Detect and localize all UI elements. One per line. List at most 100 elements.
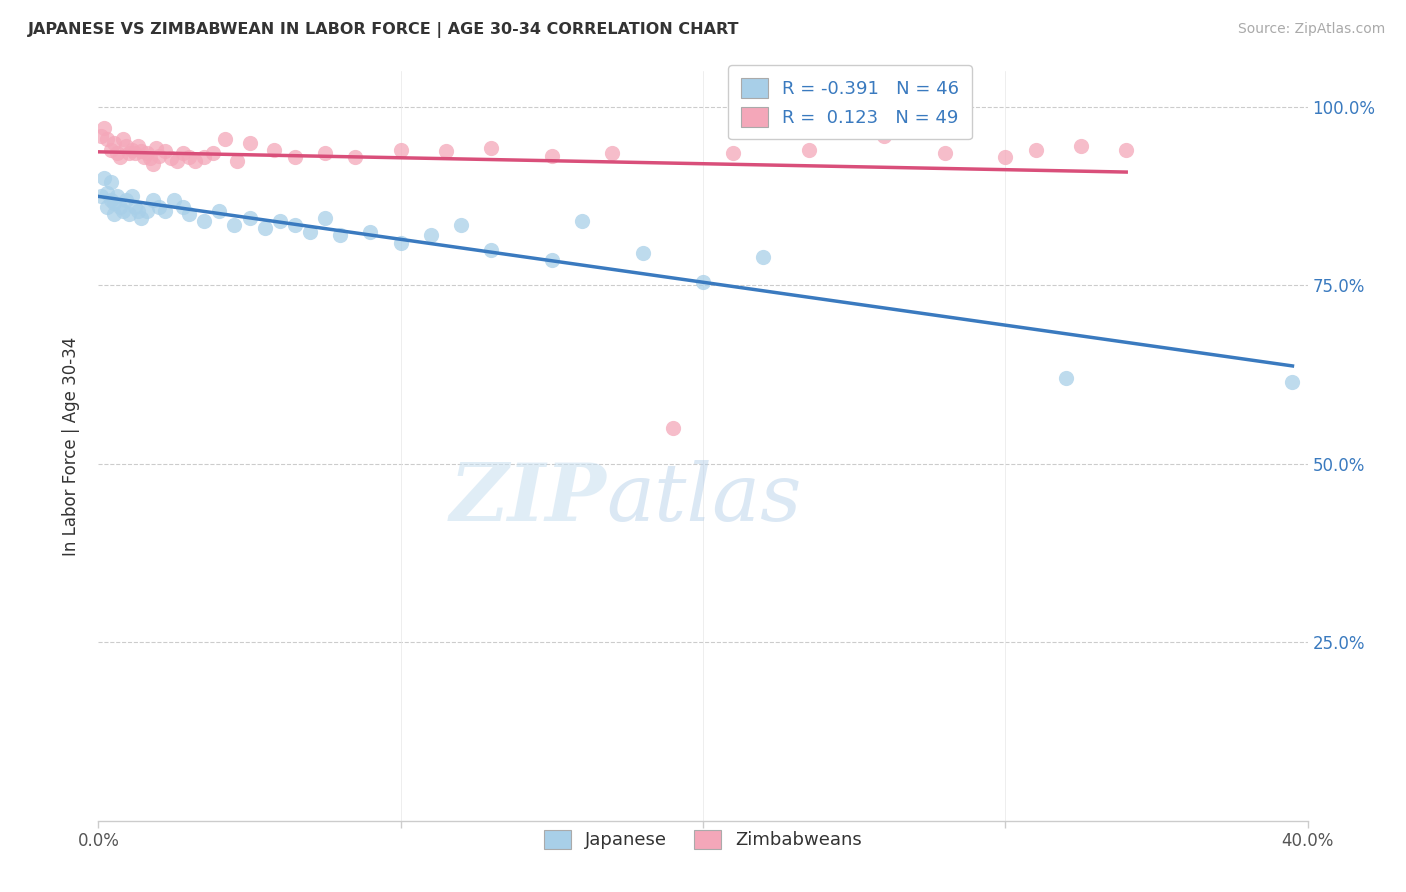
Point (129, 211, 152, 225)
Point (96, 186, 118, 200)
Point (96, 200, 118, 214)
Point (172, 200, 194, 214)
Point (100, 193, 122, 207)
Point (114, 139, 136, 153)
Point (239, 211, 262, 225)
Point (360, 225, 382, 239)
Point (160, 152, 183, 166)
Point (108, 200, 131, 214)
Point (121, 143, 143, 157)
Point (284, 218, 307, 232)
Point (139, 152, 162, 166)
Text: atlas: atlas (606, 459, 801, 537)
Point (481, 243, 503, 257)
Point (90, 128, 112, 143)
Point (129, 145, 152, 159)
Point (389, 143, 412, 157)
Point (103, 136, 125, 150)
Point (389, 235, 412, 250)
Point (114, 193, 136, 207)
Point (797, 143, 820, 157)
Point (540, 253, 562, 268)
Point (142, 193, 165, 207)
Point (224, 218, 246, 232)
Point (145, 141, 167, 155)
Point (692, 275, 714, 289)
Text: ZIP: ZIP (450, 459, 606, 537)
Point (93, 171, 115, 186)
Point (163, 193, 186, 207)
Point (103, 207, 125, 221)
Text: Source: ZipAtlas.com: Source: ZipAtlas.com (1237, 22, 1385, 37)
Point (239, 136, 262, 150)
Point (226, 153, 249, 168)
Point (118, 146, 141, 161)
Point (100, 143, 122, 157)
Point (148, 148, 170, 162)
Point (420, 228, 443, 243)
Point (314, 146, 336, 161)
Point (103, 196, 125, 211)
Point (179, 150, 201, 164)
Point (124, 146, 146, 161)
Point (214, 132, 236, 146)
Point (1281, 375, 1303, 389)
Point (994, 150, 1017, 164)
Point (142, 157, 165, 171)
Text: JAPANESE VS ZIMBABWEAN IN LABOR FORCE | AGE 30-34 CORRELATION CHART: JAPANESE VS ZIMBABWEAN IN LABOR FORCE | … (28, 22, 740, 38)
Point (1054, 371, 1077, 385)
Point (329, 228, 352, 243)
Point (314, 211, 336, 225)
Point (193, 150, 215, 164)
Point (344, 150, 367, 164)
Point (540, 148, 562, 162)
Point (434, 145, 457, 159)
Y-axis label: In Labor Force | Age 30-34: In Labor Force | Age 30-34 (62, 336, 80, 556)
Point (90, 189, 112, 203)
Legend: Japanese, Zimbabweans: Japanese, Zimbabweans (533, 819, 873, 860)
Point (118, 207, 141, 221)
Point (132, 150, 155, 164)
Point (135, 203, 157, 218)
Point (111, 203, 134, 218)
Point (269, 214, 291, 228)
Point (105, 146, 128, 161)
Point (631, 246, 654, 260)
Point (661, 421, 683, 435)
Point (124, 200, 146, 214)
Point (121, 189, 143, 203)
Point (153, 145, 176, 159)
Point (481, 141, 503, 155)
Point (193, 214, 215, 228)
Point (934, 146, 956, 161)
Point (873, 128, 896, 143)
Point (184, 153, 207, 168)
Point (135, 146, 157, 161)
Point (111, 132, 134, 146)
Point (100, 175, 122, 189)
Point (127, 203, 149, 218)
Point (153, 203, 176, 218)
Point (263, 143, 285, 157)
Point (752, 250, 775, 264)
Point (127, 139, 149, 153)
Point (148, 200, 170, 214)
Point (1024, 143, 1046, 157)
Point (202, 146, 225, 161)
Point (105, 189, 128, 203)
Point (1115, 143, 1137, 157)
Point (723, 146, 745, 161)
Point (299, 225, 322, 239)
Point (1070, 139, 1092, 153)
Point (602, 146, 624, 161)
Point (450, 218, 472, 232)
Point (172, 146, 194, 161)
Point (96, 132, 118, 146)
Point (166, 153, 188, 168)
Point (208, 203, 231, 218)
Point (179, 207, 201, 221)
Point (93, 121, 115, 136)
Point (108, 150, 131, 164)
Point (571, 214, 593, 228)
Point (253, 221, 276, 235)
